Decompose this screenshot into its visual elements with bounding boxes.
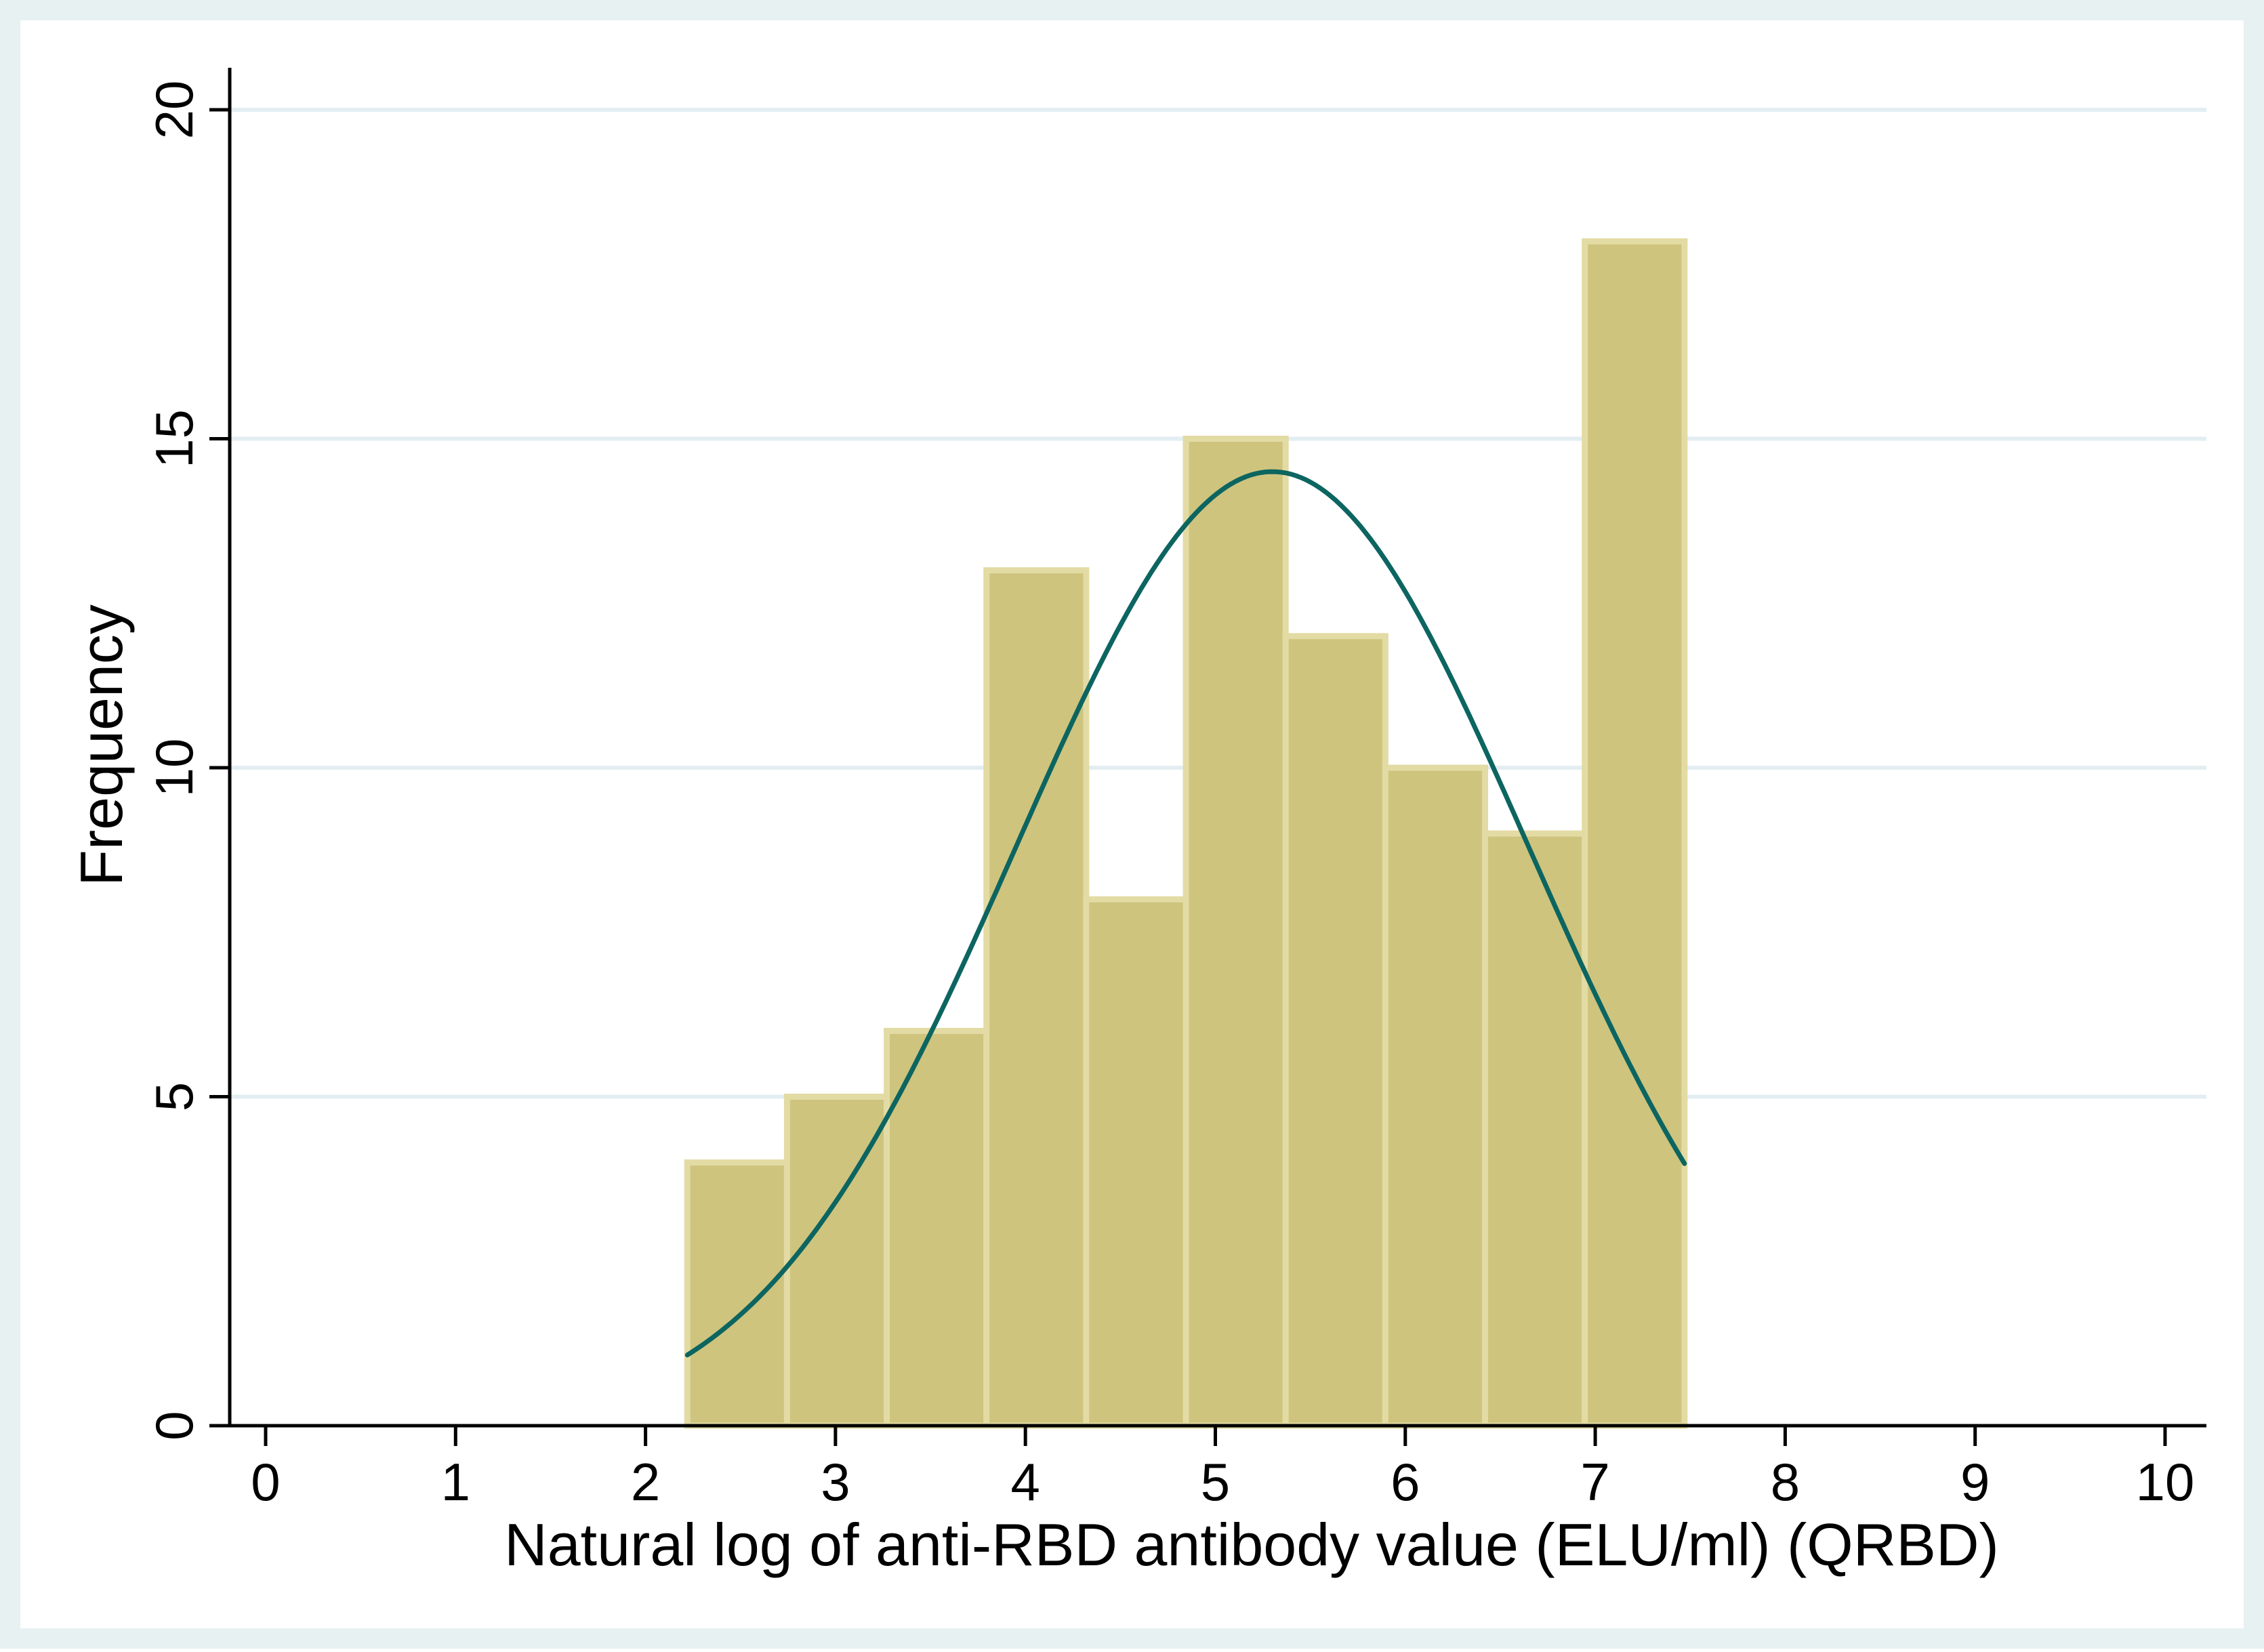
y-tick-label-0: 0 [144,1411,204,1440]
axes [228,68,2206,1428]
x-axis-label: Natural log of anti-RBD antibody value (… [504,1511,1999,1578]
x-tick-label-8: 8 [1771,1452,1800,1512]
histogram-bar-6 [1182,436,1289,1429]
histogram-bar-2 [783,1094,890,1429]
histogram-bar-7 [1282,633,1388,1429]
y-tick-label-20: 20 [144,81,204,140]
x-tick-label-1: 1 [441,1452,470,1512]
x-tick-label-5: 5 [1201,1452,1230,1512]
x-tick-label-10: 10 [2136,1452,2195,1512]
normal-curve [684,469,1687,1358]
y-tick-label-10: 10 [144,739,204,798]
x-tick-label-9: 9 [1960,1452,1990,1512]
x-tick-label-6: 6 [1391,1452,1420,1512]
y-tick-label-15: 15 [144,409,204,468]
x-tick-label-0: 0 [251,1452,280,1512]
y-tick-label-5: 5 [144,1082,204,1111]
histogram-bar-4 [983,567,1090,1429]
x-tick-label-4: 4 [1011,1452,1040,1512]
x-tick-label-2: 2 [631,1452,660,1512]
tick-labels: 0 1 2 3 4 5 6 7 8 9 10 0 5 10 15 20 [144,81,2194,1512]
y-axis-label: Frequency [68,604,135,886]
histogram-bar-10 [1582,238,1688,1429]
normal-curve-line [684,469,1687,1358]
x-tick-label-7: 7 [1580,1452,1609,1512]
histogram-bar-1 [684,1159,790,1429]
histogram-bar-8 [1382,764,1489,1429]
histogram-bar-5 [1083,896,1189,1429]
histogram-bar-9 [1482,830,1588,1429]
x-tick-label-3: 3 [821,1452,850,1512]
